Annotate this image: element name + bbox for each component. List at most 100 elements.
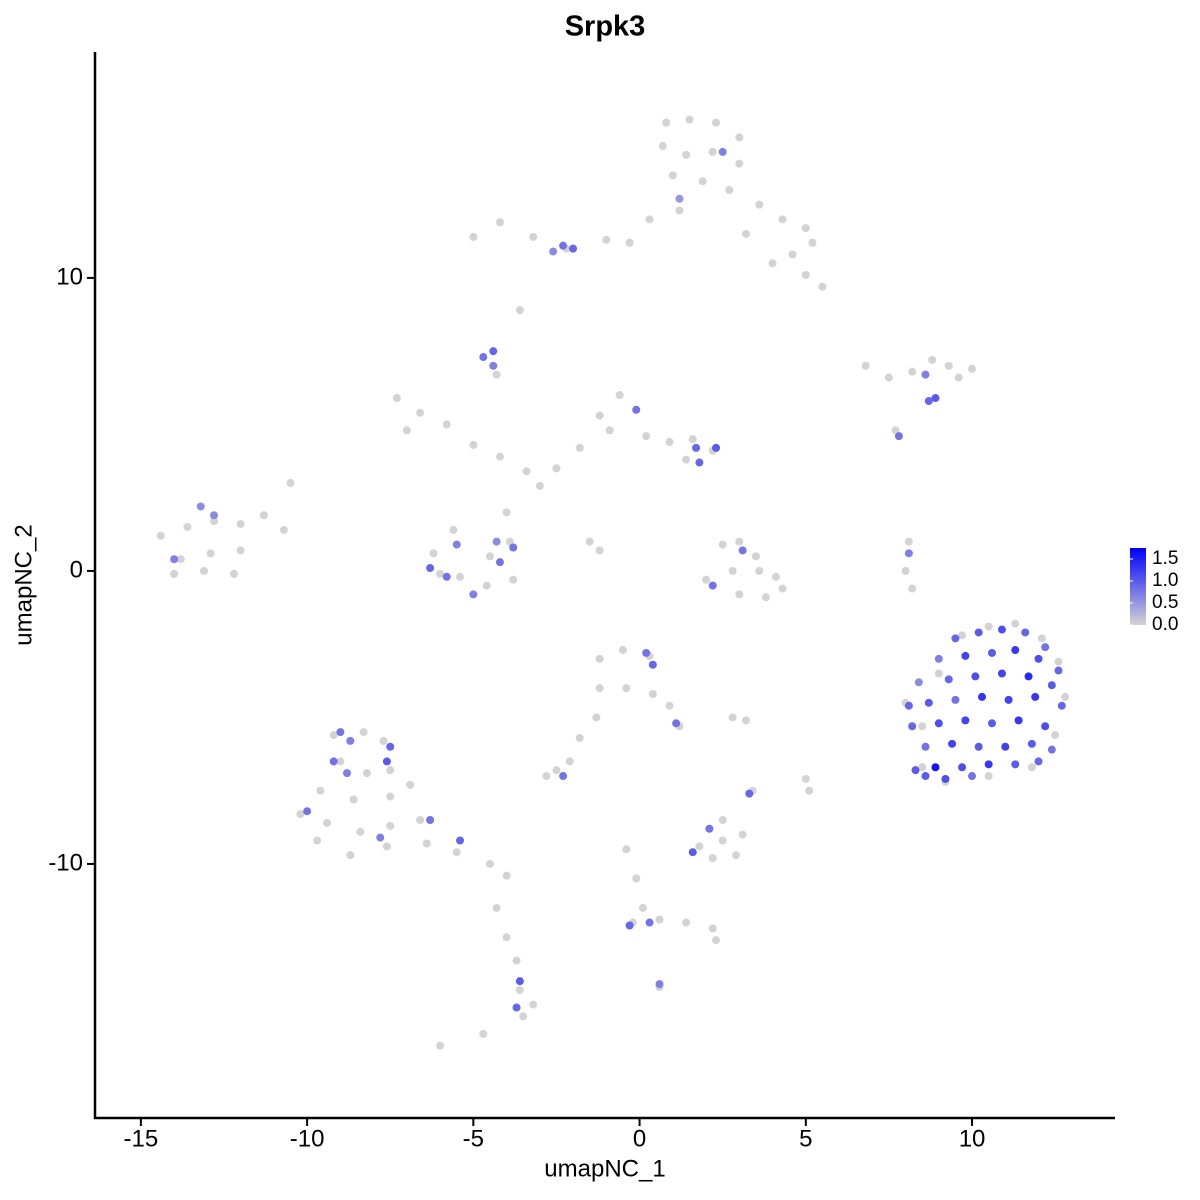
point bbox=[485, 552, 494, 561]
point bbox=[987, 719, 996, 728]
point bbox=[918, 763, 927, 772]
point bbox=[934, 719, 943, 728]
point bbox=[918, 722, 927, 731]
points bbox=[156, 115, 1070, 1050]
point bbox=[924, 396, 933, 405]
point bbox=[1061, 692, 1070, 701]
point bbox=[948, 739, 957, 748]
point bbox=[426, 564, 435, 573]
colorbar-tick-label: 1.5 bbox=[1152, 548, 1178, 569]
point bbox=[1041, 643, 1050, 652]
point bbox=[1034, 757, 1043, 766]
point bbox=[642, 432, 651, 441]
point bbox=[712, 118, 721, 127]
point bbox=[416, 816, 425, 825]
point bbox=[426, 816, 435, 825]
point bbox=[316, 786, 325, 795]
point bbox=[386, 792, 395, 801]
point bbox=[259, 511, 268, 520]
point bbox=[489, 347, 498, 356]
point bbox=[346, 851, 355, 860]
point bbox=[595, 654, 604, 663]
point bbox=[156, 531, 165, 540]
point bbox=[456, 836, 465, 845]
point bbox=[236, 520, 245, 529]
y-tick-label: -10 bbox=[48, 849, 83, 876]
point bbox=[658, 142, 667, 151]
point bbox=[625, 238, 634, 247]
point bbox=[708, 924, 717, 933]
point bbox=[469, 232, 478, 241]
point bbox=[984, 760, 993, 769]
point bbox=[1011, 619, 1020, 628]
point bbox=[642, 648, 651, 657]
point bbox=[529, 1000, 538, 1009]
point bbox=[492, 370, 501, 379]
y-tick-label: 0 bbox=[70, 556, 83, 583]
point bbox=[735, 590, 744, 599]
point bbox=[336, 728, 345, 737]
point bbox=[495, 218, 504, 227]
point bbox=[904, 549, 913, 558]
point bbox=[452, 848, 461, 857]
point bbox=[1001, 742, 1010, 751]
x-tick-label: -10 bbox=[290, 1125, 325, 1152]
point bbox=[761, 593, 770, 602]
point bbox=[1011, 760, 1020, 769]
point bbox=[1054, 657, 1063, 666]
point bbox=[745, 789, 754, 798]
x-tick-label: 10 bbox=[959, 1125, 986, 1152]
point bbox=[509, 543, 518, 552]
point bbox=[688, 435, 697, 444]
point bbox=[924, 698, 933, 707]
point bbox=[595, 546, 604, 555]
point bbox=[196, 502, 205, 511]
point bbox=[921, 370, 930, 379]
point bbox=[625, 921, 634, 930]
x-tick-label: 5 bbox=[799, 1125, 812, 1152]
point bbox=[675, 206, 684, 215]
point bbox=[515, 985, 524, 994]
colorbar-gradient bbox=[1130, 548, 1146, 625]
point bbox=[702, 575, 711, 584]
point bbox=[908, 722, 917, 731]
point bbox=[386, 742, 395, 751]
point bbox=[861, 361, 870, 370]
point bbox=[778, 215, 787, 224]
point bbox=[622, 845, 631, 854]
point bbox=[735, 159, 744, 168]
point bbox=[675, 194, 684, 203]
point bbox=[392, 394, 401, 403]
point bbox=[1027, 739, 1036, 748]
point bbox=[648, 660, 657, 669]
point bbox=[329, 731, 338, 740]
point bbox=[997, 625, 1006, 634]
point bbox=[904, 537, 913, 546]
point bbox=[1014, 716, 1023, 725]
point bbox=[958, 763, 967, 772]
point bbox=[479, 1029, 488, 1038]
point bbox=[452, 540, 461, 549]
point bbox=[944, 361, 953, 370]
point bbox=[901, 566, 910, 575]
point bbox=[519, 1012, 528, 1021]
point bbox=[665, 701, 674, 710]
point bbox=[529, 232, 538, 241]
point bbox=[718, 540, 727, 549]
point bbox=[362, 769, 371, 778]
point bbox=[422, 839, 431, 848]
point bbox=[323, 818, 332, 827]
point bbox=[731, 851, 740, 860]
point bbox=[1047, 681, 1056, 690]
point bbox=[755, 566, 764, 575]
point bbox=[515, 306, 524, 315]
point bbox=[303, 807, 312, 816]
point bbox=[805, 786, 814, 795]
point bbox=[206, 549, 215, 558]
x-axis-label: umapNC_1 bbox=[544, 1155, 665, 1182]
point bbox=[708, 581, 717, 590]
point bbox=[469, 440, 478, 449]
point bbox=[708, 854, 717, 863]
x-tick-label: -5 bbox=[463, 1125, 484, 1152]
point bbox=[602, 235, 611, 244]
